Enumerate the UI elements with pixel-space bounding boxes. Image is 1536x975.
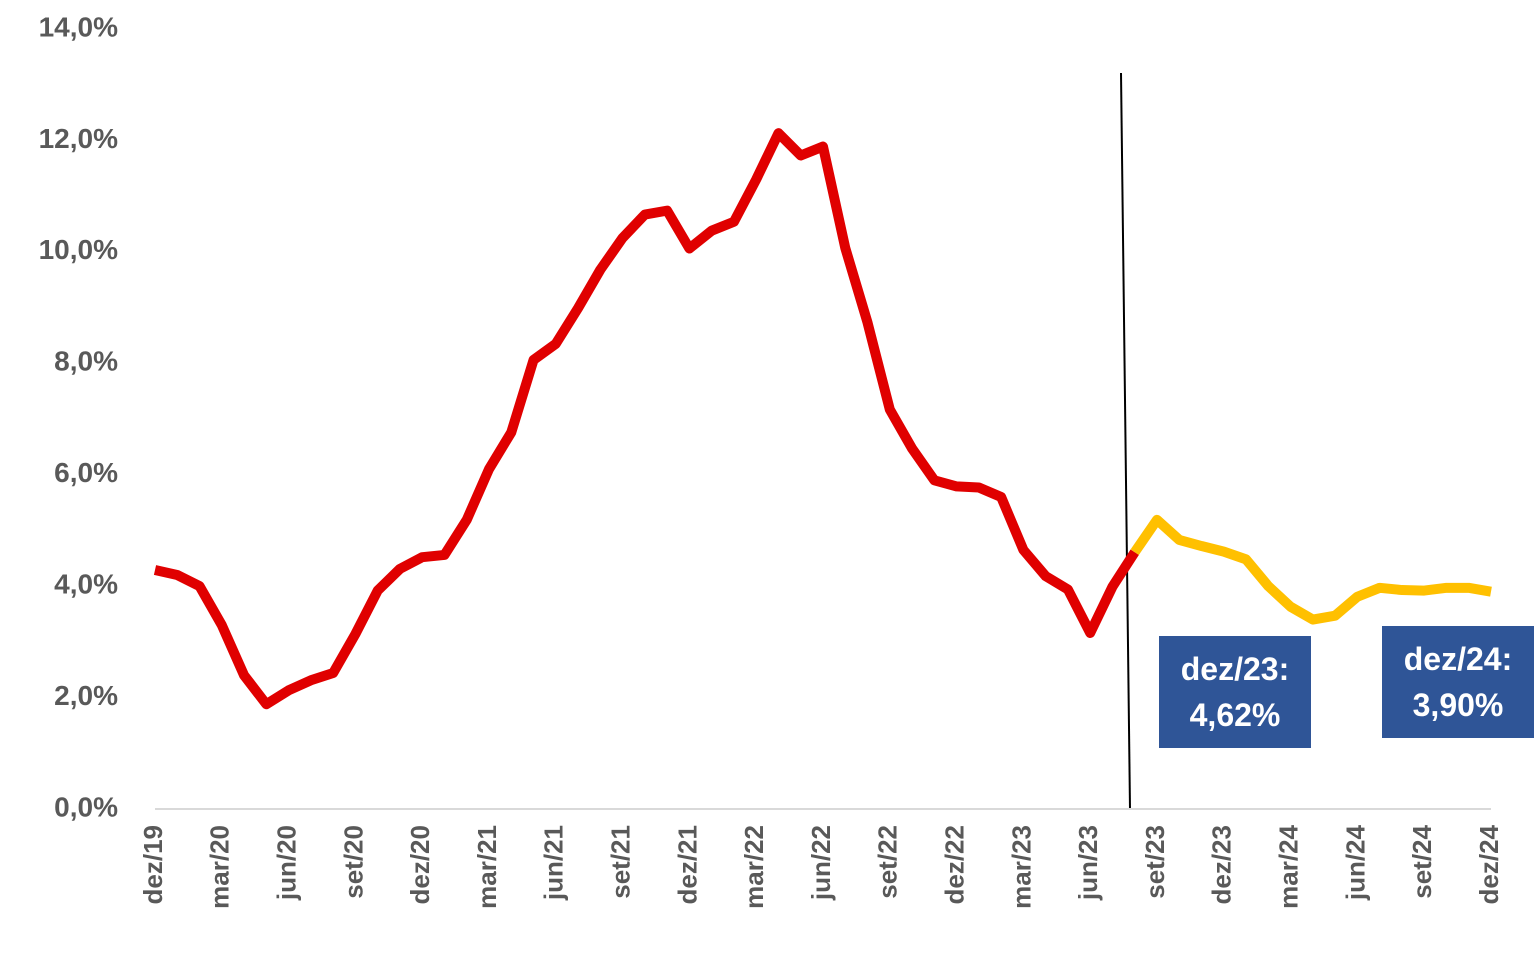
annotation-text: dez/24: [1404, 641, 1512, 677]
x-tick-label: jun/24 [1340, 824, 1370, 901]
x-tick-label: dez/21 [672, 825, 702, 905]
y-tick-label: 0,0% [54, 791, 118, 822]
series-line [1130, 514, 1492, 625]
annotation-box [1159, 636, 1311, 748]
x-tick-label: mar/22 [739, 825, 769, 909]
x-tick-label: dez/22 [939, 825, 969, 905]
x-tick-label: jun/22 [806, 825, 836, 901]
annotation-box [1382, 626, 1534, 738]
x-tick-label: jun/20 [271, 825, 301, 901]
x-tick-label: mar/21 [472, 825, 502, 909]
y-tick-label: 4,0% [54, 569, 118, 600]
x-tick-label: jun/23 [1073, 825, 1103, 901]
series-line [153, 128, 1139, 710]
x-tick-label: set/24 [1407, 824, 1437, 898]
y-tick-label: 2,0% [54, 680, 118, 711]
y-tick-label: 6,0% [54, 457, 118, 488]
y-tick-label: 8,0% [54, 346, 118, 377]
x-tick-label: jun/21 [539, 825, 569, 901]
x-tick-label: dez/19 [138, 825, 168, 905]
annotation-text: 3,90% [1413, 687, 1504, 723]
x-tick-label: dez/20 [405, 825, 435, 905]
x-tick-label: dez/23 [1207, 825, 1237, 905]
y-tick-label: 14,0% [39, 11, 118, 42]
annotation-text: dez/23: [1181, 651, 1289, 687]
annotation-text: 4,62% [1190, 697, 1281, 733]
forecast-divider [1120, 72, 1131, 810]
x-tick-label: set/22 [873, 825, 903, 899]
x-tick-label: mar/24 [1273, 824, 1303, 908]
x-tick-label: set/23 [1140, 825, 1170, 899]
x-tick-label: dez/24 [1474, 824, 1504, 904]
x-tick-label: set/21 [605, 825, 635, 899]
y-tick-label: 10,0% [39, 234, 118, 265]
x-tick-label: mar/23 [1006, 825, 1036, 909]
x-tick-label: mar/20 [205, 825, 235, 909]
x-tick-label: set/20 [338, 825, 368, 899]
y-tick-label: 12,0% [39, 123, 118, 154]
